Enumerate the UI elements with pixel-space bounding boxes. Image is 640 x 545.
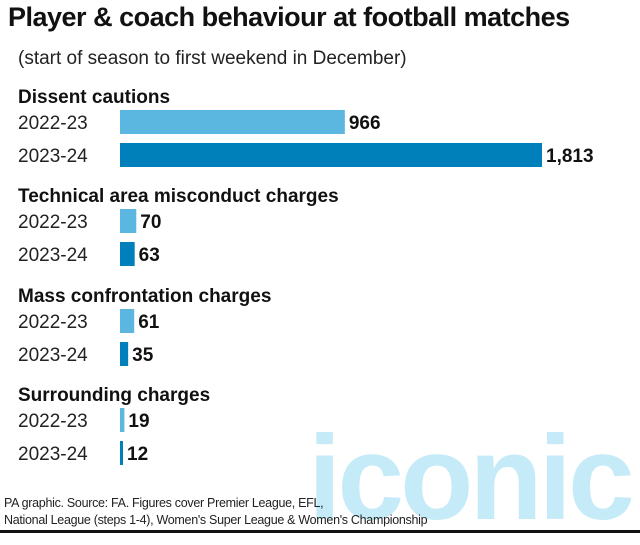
group-heading: Dissent cautions [18, 87, 170, 108]
row-label: 2022-23 [18, 212, 88, 233]
value-label: 61 [138, 312, 160, 333]
chart-title: Player & coach behaviour at football mat… [8, 2, 570, 32]
row-label: 2022-23 [18, 312, 88, 333]
value-label: 12 [127, 444, 148, 465]
bar-2023-24 [120, 441, 123, 465]
value-label: 70 [140, 212, 161, 233]
value-label: 63 [139, 245, 160, 266]
bar-2023-24 [120, 242, 135, 266]
group-heading: Surrounding charges [18, 385, 210, 406]
row-label: 2023-24 [18, 345, 88, 366]
value-label: 966 [349, 113, 381, 134]
value-label: 35 [132, 345, 154, 366]
iconic-watermark: iconic [308, 411, 635, 545]
bar-2022-23 [120, 408, 125, 432]
bottom-rule [0, 530, 640, 533]
group-heading: Mass confrontation charges [18, 286, 271, 307]
bar-2022-23 [120, 309, 135, 333]
bar-2023-24 [120, 342, 129, 366]
bar-2023-24 [120, 143, 542, 167]
bar-2022-23 [120, 209, 137, 233]
value-label: 1,813 [546, 146, 594, 167]
group-heading: Technical area misconduct charges [18, 186, 339, 207]
row-label: 2023-24 [18, 245, 88, 266]
row-label: 2023-24 [18, 146, 88, 167]
row-label: 2023-24 [18, 444, 88, 465]
footnote-line-2: National League (steps 1-4), Women's Sup… [4, 513, 428, 527]
chart-subtitle: (start of season to first weekend in Dec… [18, 48, 407, 69]
footnote-line-1: PA graphic. Source: FA. Figures cover Pr… [4, 496, 324, 510]
value-label: 19 [128, 411, 149, 432]
bar-2022-23 [120, 110, 345, 134]
row-label: 2022-23 [18, 113, 88, 134]
chart-svg: Dissent cautions 2022-23 966 2023-24 1,813 Te… [18, 87, 594, 465]
row-label: 2022-23 [18, 411, 88, 432]
